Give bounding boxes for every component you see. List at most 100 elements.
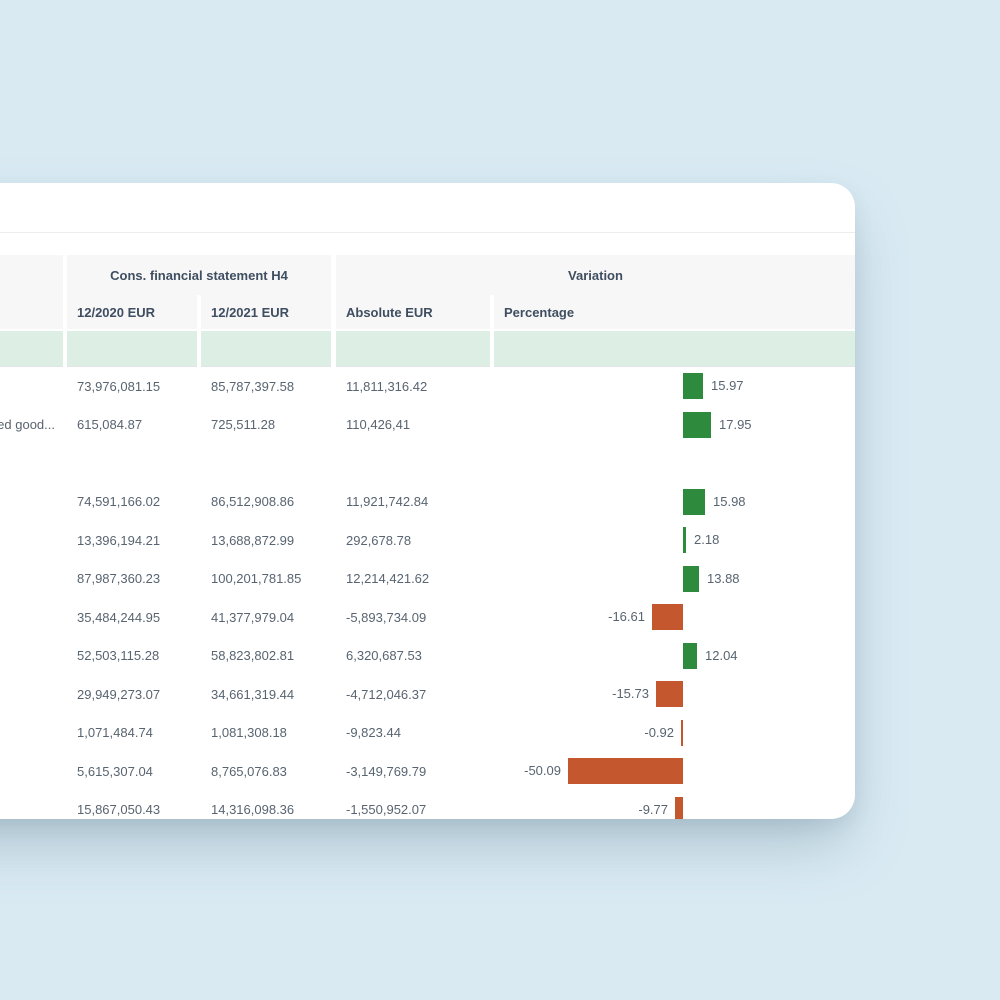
value-2021-cell: 8,765,076.83 (211, 763, 287, 779)
header-label-column (0, 255, 63, 329)
value-2021-cell: 58,823,802.81 (211, 648, 295, 664)
table-row[interactable]: 52,503,115.28 58,823,802.81 6,320,687.53 12… (0, 637, 855, 676)
table-row[interactable]: 15,867,050.43 14,316,098.36 -1,550,952.07 -… (0, 791, 855, 819)
absolute-variation-cell: 6,320,687.53 (346, 648, 422, 664)
percentage-value: -50.09 (524, 763, 561, 778)
value-2020-cell: 52,503,115.28 (77, 648, 160, 664)
value-2021-cell: 86,512,908.86 (211, 494, 295, 510)
value-2021-cell: 41,377,979.04 (211, 609, 295, 625)
absolute-variation-cell: 110,426,41 (346, 417, 411, 433)
column-header-percentage[interactable]: Percentage (494, 295, 855, 329)
percentage-value: 15.97 (711, 378, 744, 393)
header-group-variation: Variation Absolute EUR Percentage (336, 255, 855, 329)
table-row[interactable]: 35,484,244.95 41,377,979.04 -5,893,734.09 -… (0, 598, 855, 637)
positive-bar (683, 488, 705, 515)
summary-row (0, 331, 855, 367)
group-label-variation: Variation (336, 255, 855, 295)
percentage-cell: -9.77 (494, 791, 855, 819)
value-2020-cell: 1,071,484.74 (77, 725, 153, 741)
value-2020-cell: 5,615,307.04 (77, 763, 153, 779)
value-2020-cell: 74,591,166.02 (77, 494, 161, 510)
percentage-cell: -50.09 (494, 752, 855, 791)
card-header-strip (0, 183, 855, 233)
table-row[interactable]: 74,591,166.02 86,512,908.86 11,921,742.84 1… (0, 483, 855, 522)
value-2021-cell: 34,661,319.44 (211, 686, 295, 702)
percentage-value: -15.73 (612, 686, 649, 701)
value-2020-cell: 29,949,273.07 (77, 686, 161, 702)
value-2020-cell: 15,867,050.43 (77, 802, 161, 818)
value-2021-cell: 13,688,872.99 (211, 532, 295, 548)
percentage-value: 17.95 (719, 416, 752, 432)
header-group-statement: Cons. financial statement H4 12/2020 EUR… (67, 255, 331, 329)
column-header-2020[interactable]: 12/2020 EUR (67, 295, 197, 329)
value-2021-cell: 1,081,308.18 (211, 725, 287, 741)
percentage-cell: -16.61 (494, 598, 855, 637)
absolute-variation-cell: -1,550,952.07 (346, 802, 427, 818)
summary-cell (67, 331, 197, 367)
positive-bar (683, 527, 686, 553)
percentage-value: 13.88 (707, 570, 740, 586)
column-header-2021[interactable]: 12/2021 EUR (201, 295, 331, 329)
table-row[interactable]: 5,615,307.04 8,765,076.83 -3,149,769.79 -50… (0, 752, 855, 791)
value-2021-cell: 85,787,397.58 (211, 378, 295, 394)
summary-cell (201, 331, 331, 367)
summary-cell (336, 331, 490, 367)
absolute-variation-cell: -5,893,734.09 (346, 609, 427, 625)
positive-bar (683, 373, 703, 399)
percentage-cell: 15.98 (494, 483, 855, 522)
absolute-variation-cell: 12,214,421.62 (346, 571, 430, 587)
value-2020-cell: 87,987,360.23 (77, 571, 161, 587)
percentage-cell: 17.95 (494, 406, 855, 445)
column-header-absolute[interactable]: Absolute EUR (336, 295, 490, 329)
percentage-value: -9.77 (638, 801, 668, 817)
positive-bar (683, 411, 711, 438)
summary-cell (494, 331, 855, 367)
table-row[interactable]: ed good... 615,084.87 725,511.28 110,426,41… (0, 406, 855, 445)
percentage-cell (494, 444, 855, 483)
table-body: 73,976,081.15 85,787,397.58 11,811,316.42 1… (0, 367, 855, 819)
value-2020-cell: 13,396,194.21 (77, 532, 161, 548)
absolute-variation-cell: -9,823.44 (346, 725, 401, 741)
financial-table: Cons. financial statement H4 12/2020 EUR… (0, 233, 855, 819)
table-row[interactable]: 1,071,484.74 1,081,308.18 -9,823.44 -0.92 (0, 714, 855, 753)
positive-bar (683, 642, 697, 669)
value-2021-cell: 14,316,098.36 (211, 802, 295, 818)
value-2021-cell: 100,201,781.85 (211, 571, 302, 587)
negative-bar (652, 604, 683, 630)
negative-bar (675, 796, 683, 819)
variation-subheaders: Absolute EUR Percentage (336, 295, 855, 329)
percentage-cell: -15.73 (494, 675, 855, 714)
table-row[interactable]: 87,987,360.23 100,201,781.85 12,214,421.62… (0, 560, 855, 599)
value-2020-cell: 615,084.87 (77, 417, 143, 433)
table-row[interactable]: 29,949,273.07 34,661,319.44 -4,712,046.37 -… (0, 675, 855, 714)
negative-bar (568, 758, 683, 784)
percentage-value: -16.61 (608, 609, 645, 624)
percentage-cell: 13.88 (494, 560, 855, 599)
absolute-variation-cell: 11,921,742.84 (346, 494, 429, 510)
percentage-value: 12.04 (705, 647, 738, 663)
value-2020-cell: 73,976,081.15 (77, 378, 161, 394)
positive-bar (683, 565, 699, 592)
group-label-statement: Cons. financial statement H4 (67, 255, 331, 295)
table-row[interactable]: 73,976,081.15 85,787,397.58 11,811,316.42 1… (0, 367, 855, 406)
percentage-value: -0.92 (644, 724, 674, 740)
report-card: Cons. financial statement H4 12/2020 EUR… (0, 183, 855, 819)
percentage-cell: 15.97 (494, 367, 855, 406)
absolute-variation-cell: 292,678.78 (346, 532, 412, 548)
table-row[interactable] (0, 444, 855, 483)
percentage-value: 15.98 (713, 493, 746, 509)
percentage-cell: -0.92 (494, 714, 855, 753)
table-row[interactable]: 13,396,194.21 13,688,872.99 292,678.78 2.18 (0, 521, 855, 560)
value-2020-cell: 35,484,244.95 (77, 609, 161, 625)
table-header: Cons. financial statement H4 12/2020 EUR… (0, 255, 855, 329)
statement-subheaders: 12/2020 EUR 12/2021 EUR (67, 295, 331, 329)
percentage-cell: 2.18 (494, 521, 855, 560)
negative-bar (656, 681, 683, 707)
absolute-variation-cell: -3,149,769.79 (346, 763, 427, 779)
row-label-cell: ed good... (0, 417, 55, 433)
absolute-variation-cell: 11,811,316.42 (346, 378, 428, 394)
percentage-value: 2.18 (694, 532, 720, 547)
summary-cell (0, 331, 63, 367)
negative-bar (681, 719, 683, 746)
